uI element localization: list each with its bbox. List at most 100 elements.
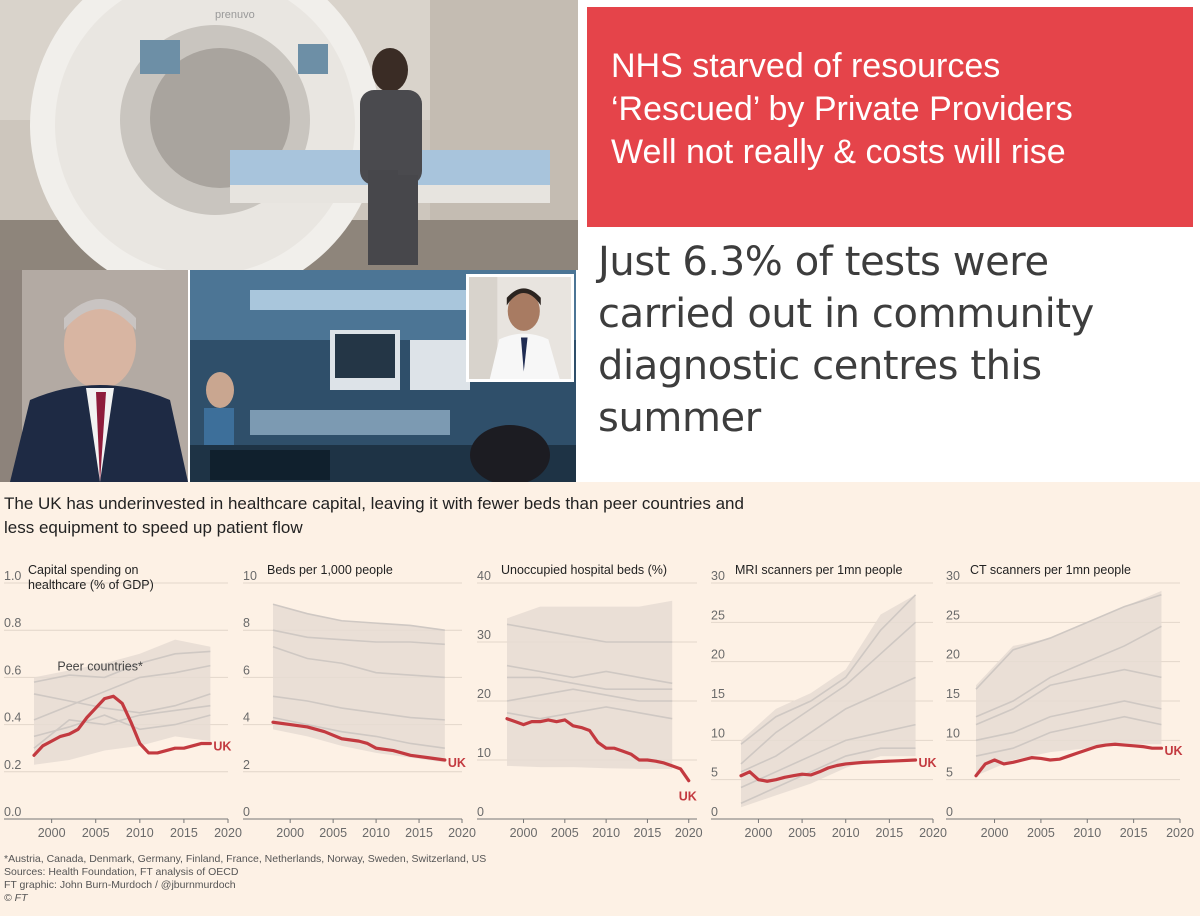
x-tick-label: 2005	[319, 826, 347, 840]
y-tick-label: 20	[711, 648, 725, 662]
y-tick-label: 0.2	[4, 758, 21, 772]
y-tick-label: 25	[711, 608, 725, 622]
peer-country-line	[33, 714, 211, 738]
uk-series-label: UK	[679, 790, 697, 804]
x-tick-label: 2000	[745, 826, 773, 840]
y-tick-label: 8	[243, 616, 250, 630]
footnote-copyright: © FT	[4, 892, 28, 904]
peer-countries-band	[976, 590, 1162, 776]
peer-country-line	[506, 623, 673, 643]
panel-title: Beds per 1,000 people	[267, 563, 393, 577]
footnote-sources: Sources: Health Foundation, FT analysis …	[4, 866, 239, 878]
uk-series-line	[974, 742, 1164, 778]
statistic-quote: Just 6.3% of tests were carried out in c…	[598, 239, 1094, 441]
x-tick-label: 2015	[1120, 826, 1148, 840]
peer-countries-band	[273, 604, 445, 763]
uk-series-line	[271, 720, 447, 762]
x-tick-label: 2000	[276, 826, 304, 840]
x-tick-label: 2015	[405, 826, 433, 840]
x-tick-label: 2010	[1073, 826, 1101, 840]
x-tick-label: 2010	[126, 826, 154, 840]
x-tick-label: 2005	[1027, 826, 1055, 840]
peer-country-line	[506, 664, 673, 685]
y-tick-label: 0	[243, 805, 250, 819]
banner-line-1: NHS starved of resources	[611, 47, 1001, 85]
uk-series-label: UK	[919, 756, 937, 770]
y-tick-label: 6	[243, 663, 250, 677]
x-tick-label: 2015	[634, 826, 662, 840]
peer-country-line	[506, 688, 673, 702]
uk-series-line	[505, 717, 691, 783]
peer-countries-band	[741, 594, 916, 808]
panel-title: healthcare (% of GDP)	[28, 578, 154, 592]
peer-country-line	[33, 664, 211, 721]
y-tick-label: 0	[711, 805, 718, 819]
peer-country-line	[975, 715, 1162, 757]
y-tick-label: 20	[946, 648, 960, 662]
mri-brand-text: prenuvo	[215, 9, 255, 21]
x-tick-label: 2010	[362, 826, 390, 840]
x-tick-label: 2000	[510, 826, 538, 840]
peer-country-line	[272, 645, 445, 679]
uk-series-line	[739, 758, 918, 783]
y-tick-label: 0.8	[4, 616, 21, 630]
peer-country-line	[33, 693, 211, 714]
y-tick-label: 0.6	[4, 663, 21, 677]
x-tick-label: 2005	[551, 826, 579, 840]
peer-country-line	[975, 625, 1162, 718]
x-tick-label: 2005	[82, 826, 110, 840]
peer-country-line	[740, 676, 916, 773]
y-tick-label: 30	[477, 628, 491, 642]
banner-line-2: ‘Rescued’ by Private Providers	[611, 90, 1073, 128]
peer-country-line	[272, 629, 445, 646]
y-tick-label: 10	[243, 569, 257, 583]
x-tick-label: 2015	[875, 826, 903, 840]
peer-countries-band	[507, 600, 673, 769]
y-tick-label: 20	[477, 687, 491, 701]
y-tick-label: 0.0	[4, 805, 21, 819]
x-tick-label: 2010	[592, 826, 620, 840]
panel-title: Unoccupied hospital beds (%)	[501, 563, 667, 577]
politician-photo	[0, 270, 188, 482]
x-tick-label: 2000	[38, 826, 66, 840]
peer-country-line	[975, 668, 1162, 726]
y-tick-label: 40	[477, 569, 491, 583]
peer-country-line	[272, 695, 445, 721]
x-tick-label: 2020	[919, 826, 947, 840]
x-tick-label: 2020	[214, 826, 242, 840]
uk-series-line	[32, 694, 212, 757]
y-tick-label: 5	[946, 766, 953, 780]
banner-line-3: Well not really & costs will rise	[611, 133, 1066, 171]
uk-series-label: UK	[1164, 744, 1182, 758]
y-tick-label: 5	[711, 766, 718, 780]
panel-title: Capital spending on	[28, 563, 139, 577]
panel-title: MRI scanners per 1mn people	[735, 563, 902, 577]
footnote-peer-countries: *Austria, Canada, Denmark, Germany, Finl…	[4, 853, 487, 865]
peer-country-line	[507, 676, 673, 690]
y-tick-label: 0.4	[4, 711, 21, 725]
x-tick-label: 2020	[675, 826, 703, 840]
peer-country-line	[740, 723, 916, 789]
x-tick-label: 2010	[832, 826, 860, 840]
peer-country-line	[740, 594, 917, 745]
y-tick-label: 2	[243, 758, 250, 772]
y-tick-label: 1.0	[4, 569, 21, 583]
mri-scanner-photo: prenuvo	[0, 0, 578, 270]
x-tick-label: 2020	[448, 826, 476, 840]
x-tick-label: 2000	[981, 826, 1009, 840]
uk-series-label: UK	[448, 756, 466, 770]
peer-country-line	[506, 706, 673, 720]
x-tick-label: 2020	[1166, 826, 1194, 840]
y-tick-label: 4	[243, 711, 250, 725]
y-tick-label: 0	[477, 805, 484, 819]
prime-minister-inset-photo	[466, 274, 574, 382]
peer-countries-annotation: Peer countries*	[57, 659, 143, 673]
x-tick-label: 2005	[788, 826, 816, 840]
y-tick-label: 0	[946, 805, 953, 819]
peer-country-line	[740, 747, 916, 804]
peer-country-line	[33, 650, 211, 683]
ft-chart-panel: 0.0 0.2 0.4 0.6 0.8 1.0 2000 2005 2010 2015 2020 UK…	[0, 482, 1200, 916]
y-tick-label: 15	[711, 687, 725, 701]
peer-country-line	[33, 704, 211, 749]
